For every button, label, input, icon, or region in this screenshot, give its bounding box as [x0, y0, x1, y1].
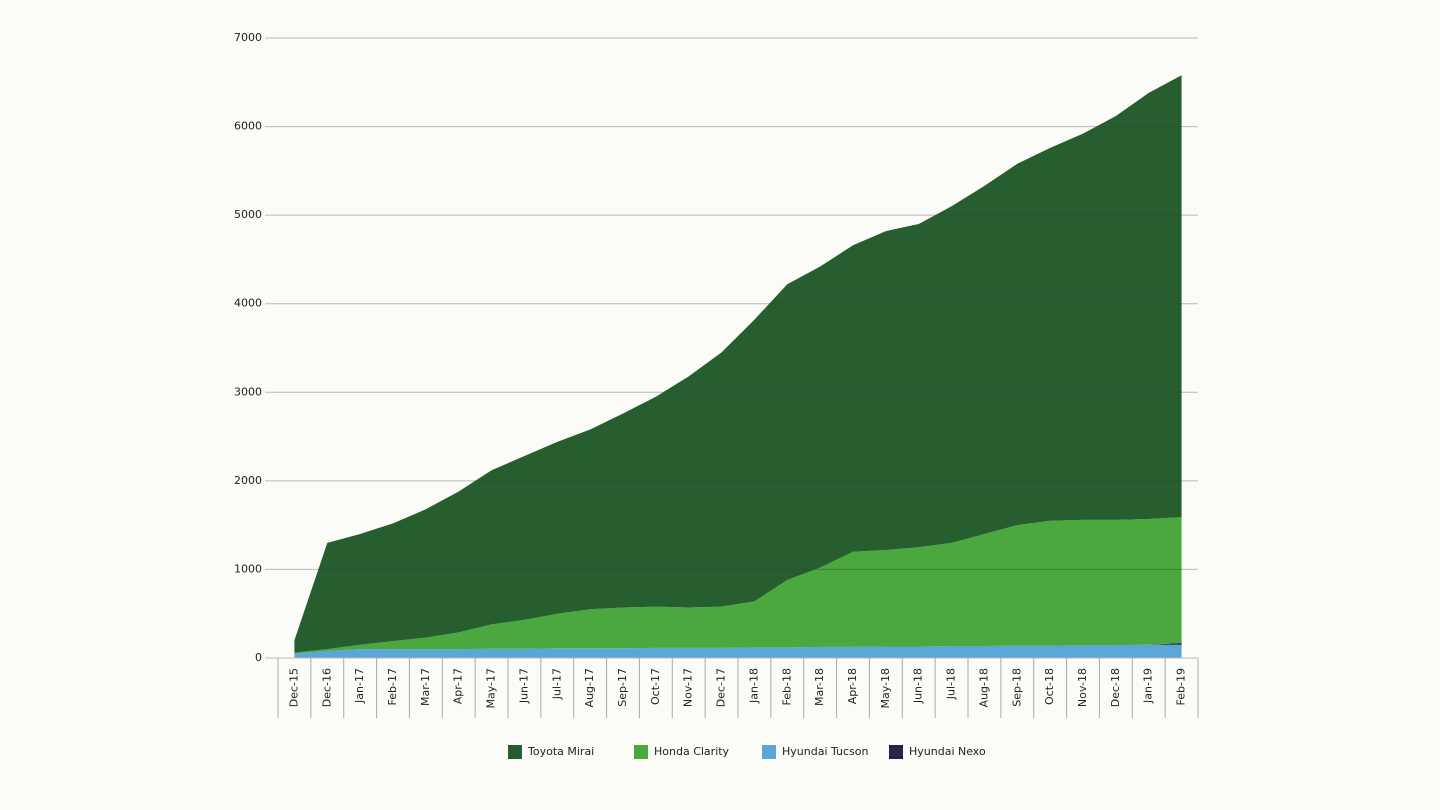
x-tick-label: Dec-15 [287, 668, 300, 707]
legend-label: Hyundai Nexo [909, 745, 986, 758]
area [294, 75, 1182, 653]
x-tick-label: Nov-17 [682, 668, 695, 707]
x-tick-label: Jun-17 [517, 668, 530, 704]
legend-label: Hyundai Tucson [782, 745, 869, 758]
x-tick-label: Feb-18 [780, 668, 793, 705]
x-tick-label: Aug-18 [977, 668, 990, 707]
y-tick-label: 0 [255, 651, 262, 664]
x-tick-label: Apr-17 [452, 668, 465, 704]
y-tick-label: 3000 [234, 385, 262, 398]
x-tick-label: Jul-18 [945, 668, 958, 700]
x-tick-label: Apr-18 [846, 668, 859, 704]
legend-swatch [634, 745, 648, 759]
x-tick-label: Dec-16 [320, 668, 333, 707]
x-tick-label: Jan-18 [747, 668, 760, 704]
y-tick-label: 2000 [234, 474, 262, 487]
y-tick-label: 1000 [234, 562, 262, 575]
x-tick-label: Oct-18 [1043, 668, 1056, 705]
legend-label: Toyota Mirai [527, 745, 594, 758]
y-tick-label: 4000 [234, 297, 262, 310]
x-tick-label: Aug-17 [583, 668, 596, 707]
x-tick-label: Jan-19 [1142, 668, 1155, 704]
x-tick-label: Sep-18 [1010, 668, 1023, 707]
x-tick-label: Oct-17 [649, 668, 662, 705]
legend-swatch [508, 745, 522, 759]
area [294, 517, 1182, 654]
areas [294, 75, 1182, 658]
x-tick-label: May-17 [485, 668, 498, 709]
x-tick-label: Dec-17 [715, 668, 728, 707]
x-tick-label: Nov-18 [1076, 668, 1089, 707]
x-tick-label: Dec-18 [1109, 668, 1122, 707]
y-tick-label: 7000 [234, 31, 262, 44]
x-tick-label: Feb-17 [386, 668, 399, 705]
x-tick-label: Jul-17 [550, 668, 563, 700]
area [294, 644, 1182, 658]
x-tick-label: May-18 [879, 668, 892, 709]
y-tick-label: 5000 [234, 208, 262, 221]
legend-swatch [762, 745, 776, 759]
y-tick-label: 6000 [234, 120, 262, 133]
x-tick-label: Jan-17 [353, 668, 366, 704]
x-tick-label: Mar-18 [813, 668, 826, 706]
x-tick-label: Mar-17 [419, 668, 432, 706]
x-tick-label: Jun-18 [912, 668, 925, 704]
x-tick-label: Feb-19 [1175, 668, 1188, 705]
legend-swatch [889, 745, 903, 759]
x-tick-label: Sep-17 [616, 668, 629, 707]
legend-label: Honda Clarity [654, 745, 730, 758]
